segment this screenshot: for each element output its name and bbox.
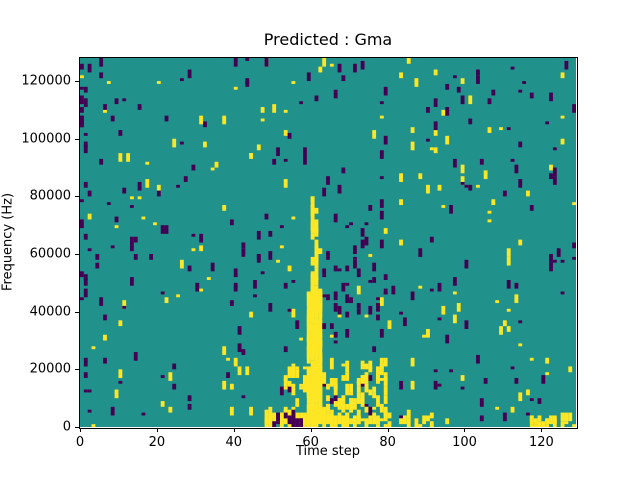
x-tick-label: 40 — [225, 435, 243, 450]
x-tick-label: 60 — [302, 435, 319, 450]
y-tick-label: 60000 — [29, 246, 71, 262]
x-tick-label: 0 — [75, 435, 85, 450]
x-tick-mark — [387, 428, 389, 432]
x-axis-label: Time step — [295, 444, 361, 459]
x-tick-label: 20 — [148, 435, 166, 450]
y-tick-mark — [75, 311, 79, 313]
y-tick-label: 100000 — [21, 131, 71, 147]
chart-title: Predicted : Gma — [263, 30, 393, 49]
y-tick-label: 80000 — [29, 188, 71, 204]
y-tick-label: 0 — [62, 419, 71, 435]
x-tick-label: 120 — [528, 435, 554, 450]
y-tick-mark — [75, 427, 79, 428]
y-tick-label: 20000 — [29, 361, 71, 377]
x-tick-mark — [80, 428, 81, 432]
y-tick-mark — [75, 196, 79, 198]
y-tick-mark — [75, 254, 79, 256]
heatmap-canvas — [80, 58, 576, 427]
x-tick-mark — [310, 428, 312, 432]
x-tick-mark — [464, 428, 466, 432]
y-tick-mark — [75, 81, 79, 83]
x-tick-mark — [233, 428, 235, 432]
y-tick-mark — [75, 138, 79, 140]
x-tick-mark — [541, 428, 543, 432]
x-tick-label: 100 — [452, 435, 477, 450]
y-tick-label: 40000 — [29, 304, 71, 320]
y-tick-mark — [75, 369, 79, 371]
x-tick-label: 80 — [379, 435, 396, 450]
y-axis-label: Frequency (Hz) — [0, 192, 16, 292]
x-tick-mark — [156, 428, 158, 432]
y-tick-label: 120000 — [21, 73, 71, 89]
